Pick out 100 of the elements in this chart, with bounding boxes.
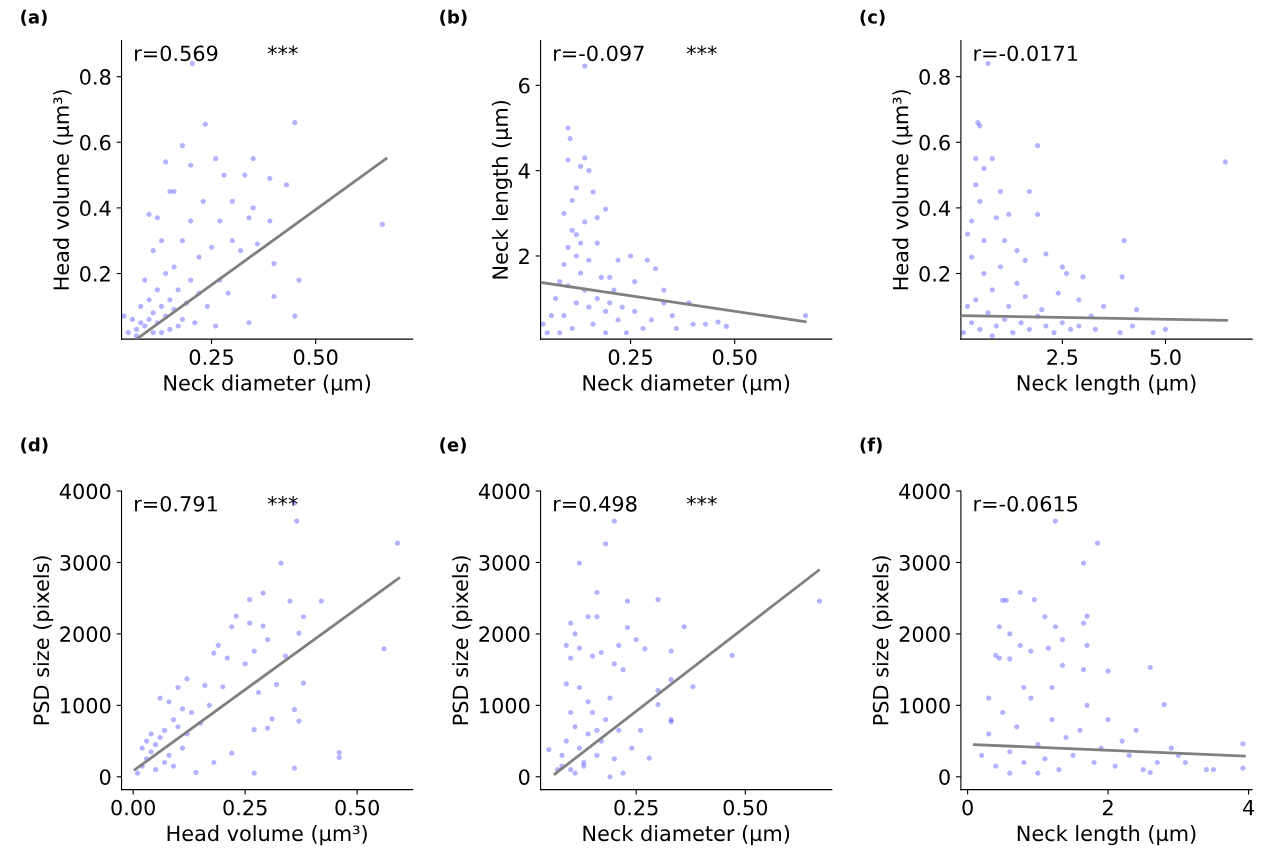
y-tick-label: 3000 (899, 554, 950, 571)
y-axis-title: PSD size (pixels) (33, 556, 54, 725)
annotation: r=-0.097 (554, 45, 644, 62)
point (729, 652, 735, 658)
y-tick-label: 2000 (479, 626, 530, 643)
y-tick-label: 4 (518, 163, 530, 179)
y-tick-label: 2 (519, 248, 529, 264)
point (690, 684, 696, 690)
point (594, 589, 600, 596)
chart-title: (b) (440, 9, 467, 26)
point (572, 631, 578, 637)
y-tick-label: 6 (519, 77, 530, 94)
point (611, 661, 617, 667)
annotation: r=0.791 (135, 495, 217, 512)
y-tick-label: 4000 (478, 483, 530, 500)
y-tick-label: 0.4 (919, 200, 950, 217)
point (581, 759, 587, 766)
point (616, 727, 622, 733)
point (607, 695, 613, 701)
point (546, 747, 552, 753)
y-tick-label: 0 (518, 769, 530, 785)
point (559, 752, 565, 758)
y-tick-label: 0.8 (80, 69, 111, 85)
point (611, 756, 617, 762)
x-tick-label: 0.50 (712, 349, 757, 366)
x-axis-title: Neck length (μm) (1017, 374, 1196, 395)
y-axis-title: PSD size (pixels) (872, 556, 893, 725)
y-tick-label: 0.2 (80, 265, 110, 282)
chart-title: (a) (21, 9, 47, 26)
annotation: *** (686, 45, 717, 55)
point (629, 745, 635, 751)
annotation: *** (267, 495, 298, 506)
x-tick-label: 0.50 (723, 799, 768, 816)
annotation: *** (267, 45, 298, 55)
x-tick-label: 4 (1242, 800, 1255, 816)
point (594, 614, 600, 620)
y-tick-label: 0.4 (80, 200, 111, 217)
point (603, 717, 609, 723)
y-axis-title: PSD size (pixels) (452, 556, 473, 725)
point (585, 699, 591, 705)
point (598, 649, 604, 656)
point (568, 709, 574, 716)
x-axis-title: Head volume (μm³) (167, 825, 367, 846)
chart-title: (e) (440, 437, 466, 454)
point (594, 752, 600, 758)
y-tick-label: 0.8 (919, 69, 950, 85)
point (576, 745, 583, 751)
point (607, 774, 613, 780)
chart-title: (f) (860, 437, 882, 454)
y-axis-title: Head volume (μm³) (892, 90, 913, 290)
y-axis-title: Neck length (μm) (491, 100, 513, 279)
y-tick-label: 4000 (899, 483, 950, 500)
point (563, 642, 569, 648)
point (589, 709, 596, 716)
point (589, 653, 596, 659)
x-tick-label: 0.25 (223, 799, 267, 816)
point (655, 597, 661, 603)
point (563, 738, 569, 744)
annotation: r=-0.0615 (974, 495, 1078, 512)
x-tick-label: 2 (1103, 799, 1113, 816)
x-tick-label: 0.50 (335, 799, 379, 816)
point (616, 642, 622, 648)
x-tick-label: 2.5 (1047, 349, 1078, 366)
point (572, 724, 578, 730)
point (633, 637, 639, 643)
point (668, 648, 674, 654)
x-tick-label: 0.00 (111, 799, 155, 816)
point (646, 755, 652, 761)
point (624, 624, 631, 631)
y-tick-label: 1000 (61, 697, 111, 714)
chart-title: (d) (21, 437, 48, 454)
x-axis-title: Neck diameter (μm) (583, 374, 790, 395)
point (816, 598, 823, 604)
y-tick-label: 3000 (479, 554, 530, 571)
point (594, 727, 600, 733)
point (576, 560, 583, 566)
point (568, 620, 574, 626)
point (576, 645, 583, 651)
annotation: r=-0.0171 (974, 45, 1078, 62)
point (568, 767, 574, 773)
x-axis-title: Neck diameter (μm) (164, 374, 371, 395)
y-tick-label: 0.6 (80, 134, 111, 151)
x-tick-label: 5.0 (1150, 349, 1181, 366)
annotation: r=0.569 (135, 45, 218, 62)
point (585, 614, 591, 620)
point (620, 667, 626, 673)
y-axis-title: Head volume (μm³) (52, 90, 74, 290)
y-tick-label: 1000 (480, 697, 530, 714)
point (655, 702, 661, 708)
point (603, 541, 609, 547)
point (563, 681, 569, 687)
point (576, 684, 583, 691)
point (642, 646, 648, 652)
y-tick-label: 3000 (60, 554, 111, 571)
x-axis-title: Neck diameter (μm) (583, 825, 790, 846)
y-tick-label: 0.6 (919, 134, 950, 151)
y-tick-label: 1000 (900, 697, 950, 714)
y-tick-label: 0.2 (919, 265, 950, 282)
annotation: *** (686, 495, 717, 506)
point (620, 770, 626, 776)
